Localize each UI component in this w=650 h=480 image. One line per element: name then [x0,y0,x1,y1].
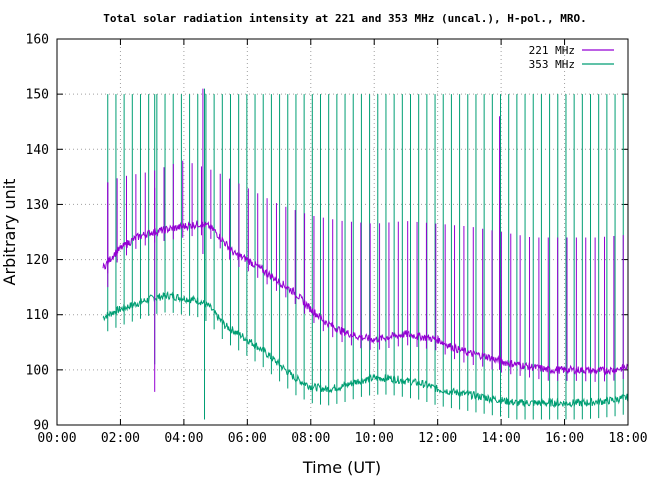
tick-labels: 00:00 02:00 04:00 06:00 08:00 10:00 12:00 14:00… [26,33,648,447]
x-axis-label: Time (UT) [302,458,381,477]
series-layer [102,88,629,420]
x-tick-label: 00:00 [37,431,76,446]
y-tick-label: 140 [26,143,49,158]
legend-label: 353 MHz [529,58,575,71]
y-tick-label: 120 [26,253,49,268]
x-tick-label: 08:00 [291,431,330,446]
y-tick-label: 90 [33,419,49,434]
x-tick-label: 18:00 [608,431,647,446]
chart-title: Total solar radiation intensity at 221 a… [103,12,586,25]
y-tick-label: 160 [26,33,49,48]
legend-label: 221 MHz [529,44,575,57]
x-tick-label: 06:00 [228,431,267,446]
y-tick-label: 110 [26,308,49,323]
series-line [102,291,629,409]
y-tick-label: 100 [26,363,49,378]
plot-frame [56,38,629,426]
x-tick-label: 02:00 [101,431,140,446]
series-line [102,220,629,376]
grid [56,38,629,426]
x-tick-label: 14:00 [482,431,521,446]
y-axis-label: Arbitrary unit [0,179,19,286]
y-tick-label: 150 [26,88,49,103]
y-tick-label: 130 [26,198,49,213]
x-tick-label: 10:00 [355,431,394,446]
x-tick-label: 16:00 [545,431,584,446]
x-tick-label: 04:00 [164,431,203,446]
x-tick-label: 12:00 [418,431,457,446]
